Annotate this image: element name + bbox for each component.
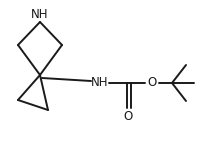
Text: O: O xyxy=(147,77,157,89)
Text: NH: NH xyxy=(31,9,49,21)
Text: O: O xyxy=(123,110,133,122)
Text: NH: NH xyxy=(91,77,109,89)
